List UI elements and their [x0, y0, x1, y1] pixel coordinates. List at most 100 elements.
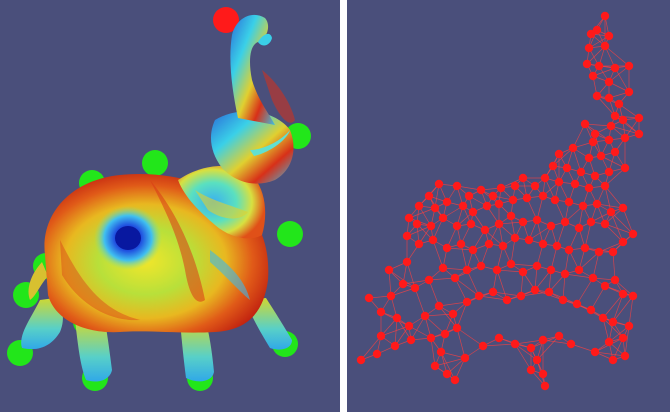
graph-node: [496, 183, 506, 193]
graph-node: [406, 335, 416, 345]
graph-node: [572, 299, 582, 309]
graph-node: [634, 129, 644, 139]
handle-marker: [277, 221, 303, 247]
graph-edge: [380, 325, 410, 337]
graph-node: [574, 265, 584, 275]
graph-edge: [596, 203, 624, 209]
graph-node: [620, 163, 630, 173]
graph-node: [442, 243, 452, 253]
graph-node: [424, 191, 434, 201]
graph-edge: [438, 305, 458, 329]
elephant-mesh-canvas: [0, 0, 340, 412]
graph-node: [586, 217, 596, 227]
graph-node: [424, 275, 434, 285]
graph-node: [568, 143, 578, 153]
graph-node: [476, 185, 486, 195]
graph-node: [598, 313, 608, 323]
graph-edge: [578, 251, 600, 271]
graph-node: [596, 151, 606, 161]
graph-node: [584, 43, 594, 53]
graph-node: [592, 199, 602, 209]
graph-node: [600, 11, 610, 21]
graph-edge: [536, 335, 560, 361]
graph-edge: [466, 269, 480, 297]
graph-node: [484, 239, 494, 249]
graph-edge: [602, 293, 624, 319]
graph-node: [518, 217, 528, 227]
graph-node: [420, 311, 430, 321]
graph-node: [610, 147, 620, 157]
graph-node: [604, 337, 614, 347]
graph-node: [518, 267, 528, 277]
graph-node: [428, 235, 438, 245]
graph-edge: [492, 291, 522, 297]
graph-node: [600, 219, 610, 229]
graph-edge: [628, 295, 634, 327]
graph-node: [606, 207, 616, 217]
graph-edge: [432, 239, 444, 269]
graph-edge: [572, 147, 582, 173]
graph-node: [438, 263, 448, 273]
graph-edge: [608, 65, 630, 83]
graph-edge: [600, 155, 626, 169]
graph-node: [502, 295, 512, 305]
graph-edge: [414, 287, 426, 317]
graph-node: [476, 261, 486, 271]
graph-node: [600, 181, 610, 191]
graph-node: [426, 221, 436, 231]
graph-node: [440, 329, 450, 339]
graph-node: [456, 239, 466, 249]
graph-node: [604, 135, 614, 145]
graph-node: [524, 235, 534, 245]
graph-node: [628, 291, 638, 301]
graph-edge: [456, 327, 466, 359]
graph-node: [532, 355, 542, 365]
graph-edge: [514, 343, 538, 361]
graph-node: [538, 239, 548, 249]
handle-marker-red: [213, 7, 239, 33]
graph-edge: [576, 277, 594, 305]
graph-node: [554, 331, 564, 341]
graph-node: [474, 291, 484, 301]
graph-node: [588, 71, 598, 81]
graph-node: [566, 339, 576, 349]
graph-node: [480, 225, 490, 235]
graph-node: [592, 25, 602, 35]
graph-node: [618, 115, 628, 125]
graph-edge: [604, 185, 612, 213]
graph-node: [468, 245, 478, 255]
graph-node: [540, 173, 550, 183]
graph-node: [510, 181, 520, 191]
elephant-mesh-view: [0, 0, 340, 412]
graph-edge: [534, 269, 552, 291]
graph-edge: [438, 301, 468, 307]
graph-node: [580, 243, 590, 253]
graph-node: [450, 375, 460, 385]
graph-edge: [406, 225, 432, 237]
graph-node: [560, 217, 570, 227]
graph-node: [546, 265, 556, 275]
graph-node: [488, 191, 498, 201]
graph-node: [402, 231, 412, 241]
graph-node: [494, 333, 504, 343]
graph-edge: [610, 211, 634, 235]
graph-edge: [604, 285, 634, 297]
graph-node: [548, 161, 558, 171]
graph-edge: [612, 295, 634, 323]
graph-node: [404, 213, 414, 223]
graph-node: [546, 221, 556, 231]
graph-edge: [604, 185, 624, 209]
graph-node: [610, 63, 620, 73]
graph-node: [376, 331, 386, 341]
graph-node: [434, 301, 444, 311]
graph-node: [386, 291, 396, 301]
graph-edge: [604, 223, 634, 235]
graph-node: [452, 221, 462, 231]
graph-node: [624, 61, 634, 71]
graph-edge: [402, 279, 430, 285]
graph-node: [402, 257, 412, 267]
graph-node: [608, 355, 618, 365]
graph-node: [588, 137, 598, 147]
graph-node: [628, 229, 638, 239]
graph-edge: [460, 243, 468, 271]
